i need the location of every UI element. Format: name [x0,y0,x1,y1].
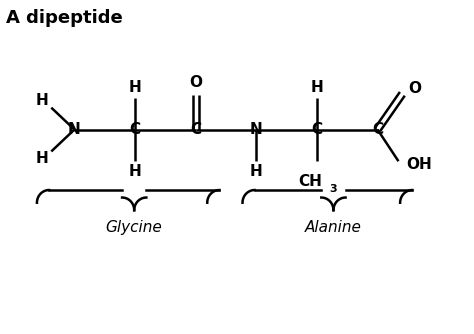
Text: CH: CH [298,174,322,189]
Text: C: C [372,122,383,137]
Text: O: O [408,80,421,96]
Text: H: H [36,151,49,166]
Text: A dipeptide: A dipeptide [6,9,122,26]
Text: Alanine: Alanine [305,220,362,235]
Text: C: C [190,122,201,137]
Text: H: H [250,164,263,179]
Text: H: H [310,80,323,95]
Text: 3: 3 [329,184,337,194]
Text: N: N [250,122,263,137]
Text: H: H [36,93,49,108]
Text: N: N [68,122,81,137]
Text: Glycine: Glycine [106,220,162,235]
Text: C: C [129,122,141,137]
Text: O: O [189,75,202,90]
Text: H: H [128,164,141,179]
Text: C: C [311,122,322,137]
Text: OH: OH [407,157,432,172]
Text: H: H [128,80,141,95]
